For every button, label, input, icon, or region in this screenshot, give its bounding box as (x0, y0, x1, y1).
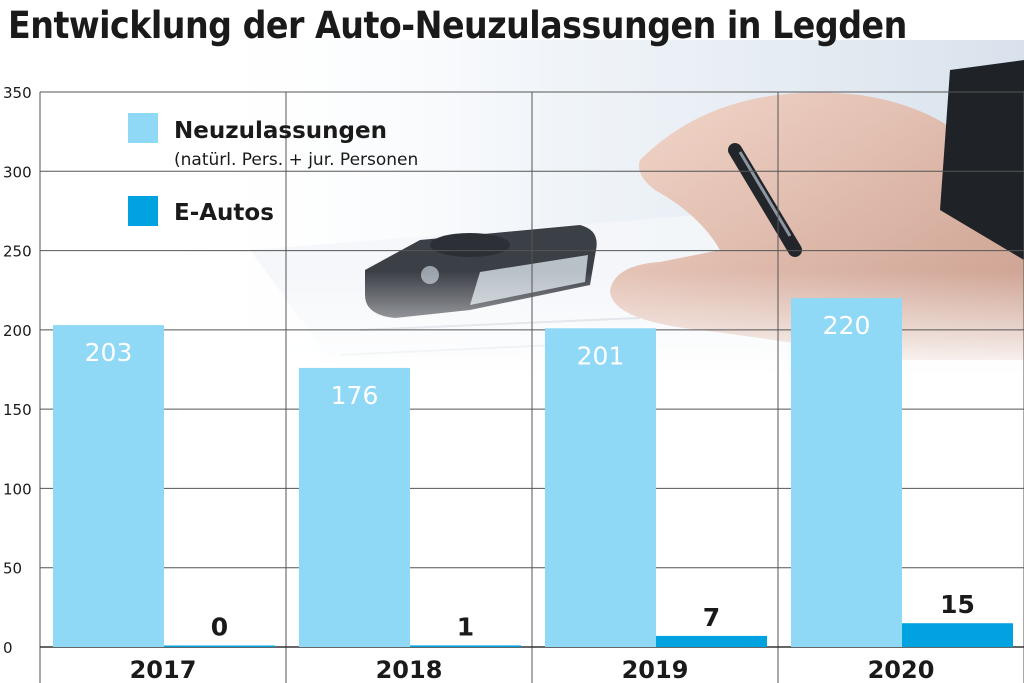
x-tick-label: 2018 (376, 656, 443, 683)
chart-title: Entwicklung der Auto-Neuzulassungen in L… (8, 4, 907, 47)
y-tick-label: 350 (3, 84, 32, 102)
bar-value-label: 176 (331, 381, 379, 410)
bar-e-autos (410, 645, 521, 647)
x-tick-label: 2017 (130, 656, 197, 683)
bar-neuzulassungen (299, 367, 410, 647)
bar-e-autos (164, 645, 275, 647)
legend-sublabel-neuzulassungen: (natürl. Pers. + jur. Personen (174, 150, 418, 170)
x-tick-label: 2020 (868, 656, 935, 683)
y-tick-label: 0 (3, 639, 13, 657)
bar-neuzulassungen (791, 298, 902, 647)
bar-value-label: 7 (703, 603, 720, 632)
legend-label-e-autos: E-Autos (174, 200, 274, 226)
y-tick-label: 250 (3, 243, 32, 261)
bar-e-autos (656, 635, 767, 647)
bar-e-autos (902, 623, 1013, 647)
bar-value-label: 1 (457, 612, 474, 641)
bar-value-label: 15 (940, 590, 975, 619)
bar-value-label: 201 (577, 341, 625, 370)
y-tick-label: 50 (3, 560, 22, 578)
legend-label-neuzulassungen: Neuzulassungen (174, 118, 387, 144)
legend: Neuzulassungen (natürl. Pers. + jur. Pers… (128, 113, 418, 226)
y-tick-label: 150 (3, 401, 32, 419)
legend-swatch-e-autos (128, 196, 158, 226)
y-tick-label: 300 (3, 163, 32, 181)
bar-value-label: 0 (211, 613, 228, 642)
y-tick-label: 200 (3, 322, 32, 340)
legend-swatch-neuzulassungen (128, 113, 158, 143)
bar-value-label: 203 (85, 338, 133, 367)
bar-value-label: 220 (823, 311, 871, 340)
x-tick-label: 2019 (622, 656, 689, 683)
bar-neuzulassungen (53, 325, 164, 647)
y-tick-label: 100 (3, 480, 32, 498)
bar-neuzulassungen (545, 328, 656, 647)
